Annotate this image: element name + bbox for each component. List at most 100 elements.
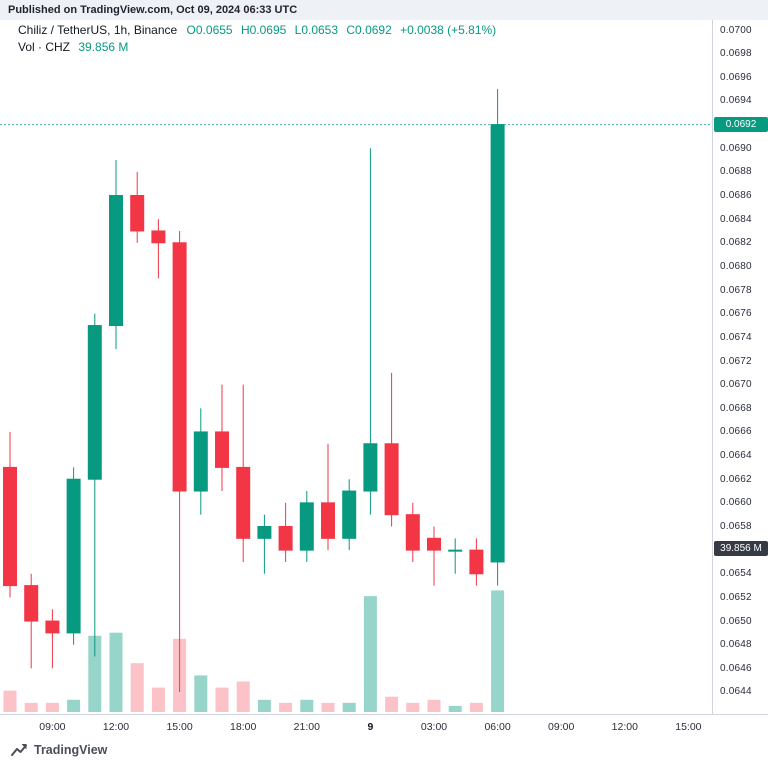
chart-legend: Chiliz / TetherUS, 1h, Binance O0.0655 H… [18, 22, 501, 56]
legend-symbol-row: Chiliz / TetherUS, 1h, Binance O0.0655 H… [18, 22, 501, 39]
tradingview-brand[interactable]: TradingView [34, 743, 108, 757]
y-tick-label: 0.0676 [720, 308, 752, 320]
volume-bar [88, 635, 102, 712]
candle-body [278, 525, 293, 551]
y-tick-label: 0.0650 [720, 615, 752, 627]
candle-body [172, 242, 187, 492]
tradingview-logo-icon[interactable] [10, 743, 28, 758]
candle-body [490, 124, 505, 563]
published-bar: Published on TradingView.com, Oct 09, 20… [0, 0, 768, 20]
y-tick-label: 0.0682 [720, 237, 752, 249]
y-tick-label: 0.0648 [720, 639, 752, 651]
volume-bar [385, 696, 399, 712]
y-tick-label: 0.0670 [720, 379, 752, 391]
y-tick-label: 0.0664 [720, 450, 752, 462]
price-change: +0.0038 (+5.81%) [400, 23, 497, 37]
published-text: Published on TradingView.com, Oct 09, 20… [8, 4, 298, 16]
time-axis[interactable]: 09:00 12:00 15:00 18:00 21:00 9 03:00 06:00 09:0… [0, 714, 768, 738]
candle-body [87, 325, 102, 480]
y-tick-label: 0.0684 [720, 213, 752, 225]
volume-bar [151, 687, 165, 712]
y-tick-label: 0.0668 [720, 402, 752, 414]
y-tick-label: 0.0694 [720, 95, 752, 107]
y-tick-label: 0.0652 [720, 591, 752, 603]
legend-volume-row: Vol · CHZ 39.856 M [18, 39, 501, 56]
candlestick-chart-canvas[interactable] [0, 20, 712, 714]
volume-bar [300, 699, 314, 712]
volume-bar [45, 702, 59, 712]
y-tick-label: 0.0644 [720, 686, 752, 698]
y-tick-label: 0.0658 [720, 520, 752, 532]
candle-body [321, 502, 335, 539]
y-tick-label: 0.0686 [720, 190, 752, 201]
ohlc-close: C0.0692 [346, 23, 392, 37]
volume-bar [215, 687, 229, 712]
ohlc-low: L0.0653 [294, 23, 339, 37]
candle-body [3, 466, 17, 587]
y-tick-label: 0.0654 [720, 568, 752, 580]
candle-body [151, 230, 166, 244]
current-price-badge: 0.0692 [714, 117, 768, 133]
volume-bar [109, 632, 123, 712]
x-tick-label: 21:00 [293, 721, 320, 733]
y-tick-label: 0.0698 [720, 48, 752, 60]
x-tick-label: 9 [367, 721, 374, 733]
candle-body [236, 466, 251, 539]
x-tick-label: 15:00 [675, 721, 702, 733]
footer: TradingView [0, 738, 768, 762]
volume-bar [3, 690, 17, 712]
candle-body [257, 525, 272, 539]
volume-indicator-label[interactable]: Vol · CHZ [18, 40, 71, 54]
candle-body [130, 195, 145, 232]
y-tick-label: 0.0678 [720, 284, 752, 296]
y-tick-label: 0.0646 [720, 662, 752, 674]
x-tick-label: 09:00 [39, 721, 66, 733]
candle-body [448, 549, 463, 552]
x-tick-label: 18:00 [230, 721, 257, 733]
volume-bar [321, 702, 335, 712]
candle-body [193, 431, 208, 492]
candle-body [109, 195, 123, 327]
ohlc-open: O0.0655 [186, 23, 233, 37]
x-tick-label: 15:00 [166, 721, 193, 733]
symbol-title[interactable]: Chiliz / TetherUS, 1h, Binance [18, 23, 178, 37]
x-tick-label: 06:00 [484, 721, 511, 733]
y-tick-label: 0.0674 [720, 331, 752, 343]
chart-area[interactable]: Chiliz / TetherUS, 1h, Binance O0.0655 H… [0, 20, 768, 714]
volume-value: 39.856 M [78, 40, 129, 54]
candle-body [45, 620, 60, 634]
volume-bar [448, 705, 462, 712]
candle-body [24, 585, 39, 622]
x-tick-label: 12:00 [611, 721, 638, 733]
candle-body [66, 478, 81, 634]
candle-body [405, 514, 420, 551]
candle-body [384, 443, 399, 516]
x-tick-label: 09:00 [548, 721, 575, 733]
x-tick-label: 03:00 [420, 721, 448, 733]
ohlc-high: H0.0695 [240, 23, 287, 37]
y-tick-label: 0.0690 [720, 142, 752, 154]
price-axis[interactable]: 0.0692 39.856 M 0.0700 0.0698 0.0696 0.0694… [712, 20, 768, 714]
candle-body [427, 537, 441, 551]
volume-bar [342, 702, 356, 712]
volume-badge: 39.856 M [714, 541, 768, 557]
y-tick-label: 0.0700 [720, 24, 752, 36]
volume-bar [363, 596, 377, 712]
volume-bar [427, 699, 441, 712]
volume-bar [406, 702, 420, 712]
volume-bar [24, 702, 38, 712]
volume-bar [279, 702, 293, 712]
volume-bar [130, 663, 144, 712]
candle-body [363, 443, 378, 492]
y-tick-label: 0.0696 [720, 71, 752, 83]
candle-body [342, 490, 357, 539]
y-tick-label: 0.0660 [720, 497, 752, 509]
y-tick-label: 0.0666 [720, 426, 752, 438]
x-tick-label: 12:00 [102, 721, 130, 733]
volume-bar [469, 702, 483, 712]
candle-body [469, 549, 484, 575]
volume-bar [194, 675, 208, 712]
y-tick-label: 0.0662 [720, 473, 752, 485]
candle-body [299, 502, 314, 551]
volume-bar [257, 699, 271, 712]
